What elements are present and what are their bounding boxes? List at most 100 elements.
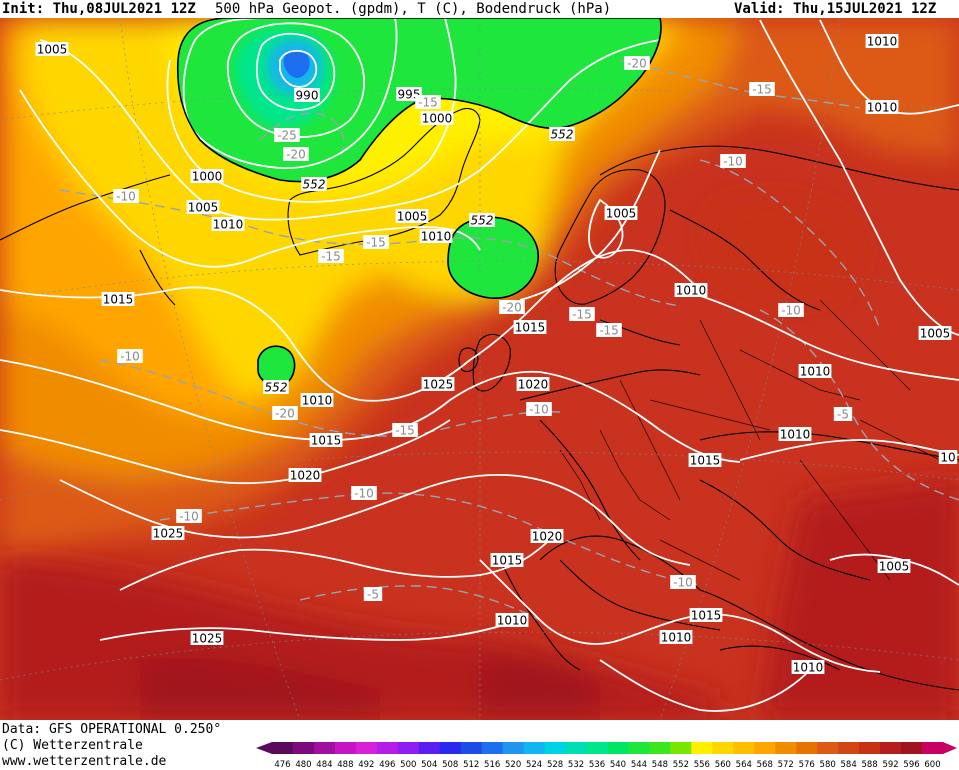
pressure-label-background bbox=[689, 608, 723, 622]
legend-value-label: 516 bbox=[484, 760, 500, 770]
temperature-label-background bbox=[363, 587, 383, 601]
legend-value-label: 588 bbox=[861, 760, 877, 770]
temperature-label-text: -15 bbox=[418, 96, 438, 110]
temperature-label: -15 bbox=[596, 323, 622, 338]
website-line: www.wetterzentrale.de bbox=[2, 754, 167, 769]
pressure-label-background bbox=[938, 450, 958, 464]
pressure-label: 990 bbox=[294, 88, 320, 103]
pressure-label-text: 990 bbox=[296, 89, 319, 103]
temperature-label: -15 bbox=[392, 423, 418, 438]
temperature-label-background bbox=[363, 235, 389, 249]
pressure-label-background bbox=[421, 377, 455, 391]
pressure-label-background bbox=[288, 468, 322, 482]
temperature-label: -15 bbox=[318, 249, 344, 264]
temperature-label-background bbox=[833, 407, 853, 421]
geopotential-shading bbox=[0, 18, 959, 720]
pressure-label-background bbox=[918, 326, 952, 340]
pressure-label-background bbox=[604, 206, 638, 220]
temperature-label-background bbox=[392, 423, 418, 437]
pressure-label-background bbox=[877, 559, 911, 573]
legend-swatch bbox=[460, 742, 483, 754]
legend-value-label: 480 bbox=[295, 760, 311, 770]
temperature-label-background bbox=[415, 95, 441, 109]
temperature-label-text: -20 bbox=[627, 57, 647, 71]
temperature-label-text: -10 bbox=[673, 576, 693, 590]
temperature-label: -25 bbox=[274, 128, 300, 143]
pressure-label-text: 10 bbox=[940, 451, 955, 465]
legend-value-label: 476 bbox=[274, 760, 290, 770]
pressure-label: 1025 bbox=[151, 526, 185, 541]
pressure-label: 1010 bbox=[865, 100, 899, 115]
temperature-label-text: -10 bbox=[120, 350, 140, 364]
legend-swatch bbox=[859, 742, 881, 754]
temperature-label-background bbox=[272, 406, 298, 420]
temperature-label-text: -15 bbox=[599, 324, 619, 338]
temperature-label-text: -15 bbox=[572, 308, 592, 322]
geopotential-label-background bbox=[263, 380, 289, 394]
legend-value-label: 600 bbox=[924, 760, 940, 770]
legend-value-label: 540 bbox=[610, 760, 626, 770]
legend-swatch bbox=[880, 742, 902, 754]
pressure-label: 1010 bbox=[778, 427, 812, 442]
temperature-label-text: -10 bbox=[723, 155, 743, 169]
legend-swatch bbox=[838, 742, 860, 754]
pressure-label-text: 1015 bbox=[691, 609, 722, 623]
valid-time: Valid: Thu,15JUL2021 12Z bbox=[734, 1, 937, 17]
pressure-label-text: 1010 bbox=[780, 428, 811, 442]
temperature-label-background bbox=[720, 154, 746, 168]
legend-value-label: 492 bbox=[358, 760, 374, 770]
pressure-label-background bbox=[516, 377, 550, 391]
pressure-label-background bbox=[309, 433, 343, 447]
temperature-label-background bbox=[117, 349, 143, 363]
pressure-label: 1005 bbox=[35, 42, 69, 57]
legend-labels: 476 480 484 488 492 496 500 504 508 512 516 520 524 5… bbox=[274, 760, 940, 770]
temperature-label-text: -20 bbox=[275, 407, 295, 421]
geopotential-label-background bbox=[469, 213, 495, 227]
geopotential-labels: 552 552 552 552 bbox=[263, 127, 575, 395]
pressure-label: 1015 bbox=[490, 553, 524, 568]
legend-swatch bbox=[544, 742, 567, 754]
legend-swatch bbox=[376, 742, 399, 754]
legend-value-label: 568 bbox=[757, 760, 773, 770]
temperature-label-text: -5 bbox=[367, 588, 379, 602]
pressure-label: 1010 bbox=[211, 217, 245, 232]
geopotential-label: 552 bbox=[469, 213, 495, 228]
temperature-label: -10 bbox=[526, 402, 552, 417]
legend-value-label: 564 bbox=[736, 760, 752, 770]
pressure-label: 1005 bbox=[918, 326, 952, 341]
country-borders bbox=[559, 299, 941, 581]
temperature-labels: -20 -15 -15 -25 -20 -10 -10 -15 -15 -20 -15 -15 -10 -… bbox=[113, 56, 853, 602]
legend-swatch bbox=[691, 742, 713, 754]
legend-swatch bbox=[397, 742, 420, 754]
pressure-label-background bbox=[778, 427, 812, 441]
legend-swatch bbox=[796, 742, 818, 754]
pressure-label-text: 1010 bbox=[497, 614, 528, 628]
map-title: 500 hPa Geopot. (gpdm), T (C), Bodendruc… bbox=[215, 1, 612, 17]
temperature-label: -15 bbox=[749, 82, 775, 97]
temperature-label-text: -10 bbox=[179, 510, 199, 524]
pressure-label-text: 995 bbox=[398, 88, 421, 102]
geopotential-label-text: 552 bbox=[303, 178, 326, 192]
pressure-label: 1010 bbox=[495, 613, 529, 628]
pressure-label-text: 1005 bbox=[397, 210, 428, 224]
map-header: Init: Thu,08JUL2021 12Z 500 hPa Geopot. … bbox=[0, 0, 959, 18]
temperature-label: -5 bbox=[363, 587, 383, 602]
pressure-label: 1000 bbox=[420, 111, 454, 126]
pressure-label: 1010 bbox=[865, 34, 899, 49]
temperature-label-background bbox=[778, 303, 804, 317]
legend-swatch bbox=[628, 742, 650, 754]
legend-swatch bbox=[754, 742, 776, 754]
pressure-label: 1005 bbox=[395, 209, 429, 224]
legend-value-label: 552 bbox=[673, 760, 689, 770]
pressure-label-background bbox=[420, 111, 454, 125]
pressure-label-text: 1025 bbox=[192, 632, 223, 646]
pressure-label-text: 1000 bbox=[422, 112, 453, 126]
pressure-label-text: 1010 bbox=[800, 365, 831, 379]
pressure-label: 1015 bbox=[101, 292, 135, 307]
graticule bbox=[0, 18, 959, 720]
temperature-label-background bbox=[569, 307, 595, 321]
pressure-label-background bbox=[294, 88, 320, 102]
temperature-label-text: -15 bbox=[752, 83, 772, 97]
temperature-label-text: -15 bbox=[321, 250, 341, 264]
